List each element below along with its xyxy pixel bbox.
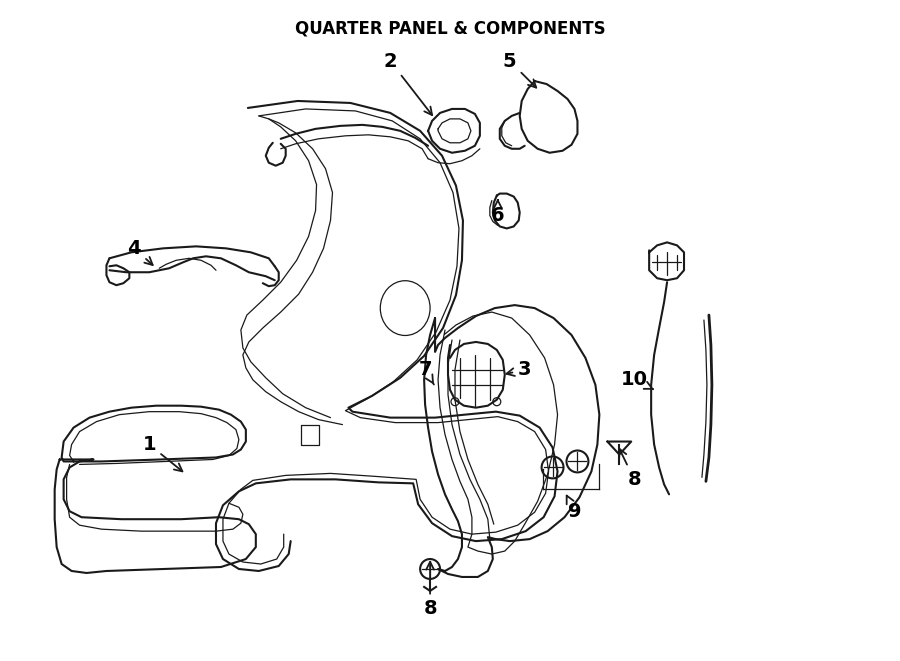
Text: 5: 5 <box>503 52 536 88</box>
Text: 3: 3 <box>507 360 531 379</box>
Text: 6: 6 <box>491 200 505 225</box>
Text: 10: 10 <box>621 370 653 389</box>
Text: 8: 8 <box>423 562 436 618</box>
Text: 7: 7 <box>418 360 434 385</box>
Text: 8: 8 <box>619 449 641 489</box>
Text: QUARTER PANEL & COMPONENTS: QUARTER PANEL & COMPONENTS <box>294 19 606 37</box>
Text: 9: 9 <box>567 496 581 521</box>
Text: 4: 4 <box>128 239 153 265</box>
Text: 1: 1 <box>142 435 183 471</box>
Text: 2: 2 <box>383 52 432 115</box>
